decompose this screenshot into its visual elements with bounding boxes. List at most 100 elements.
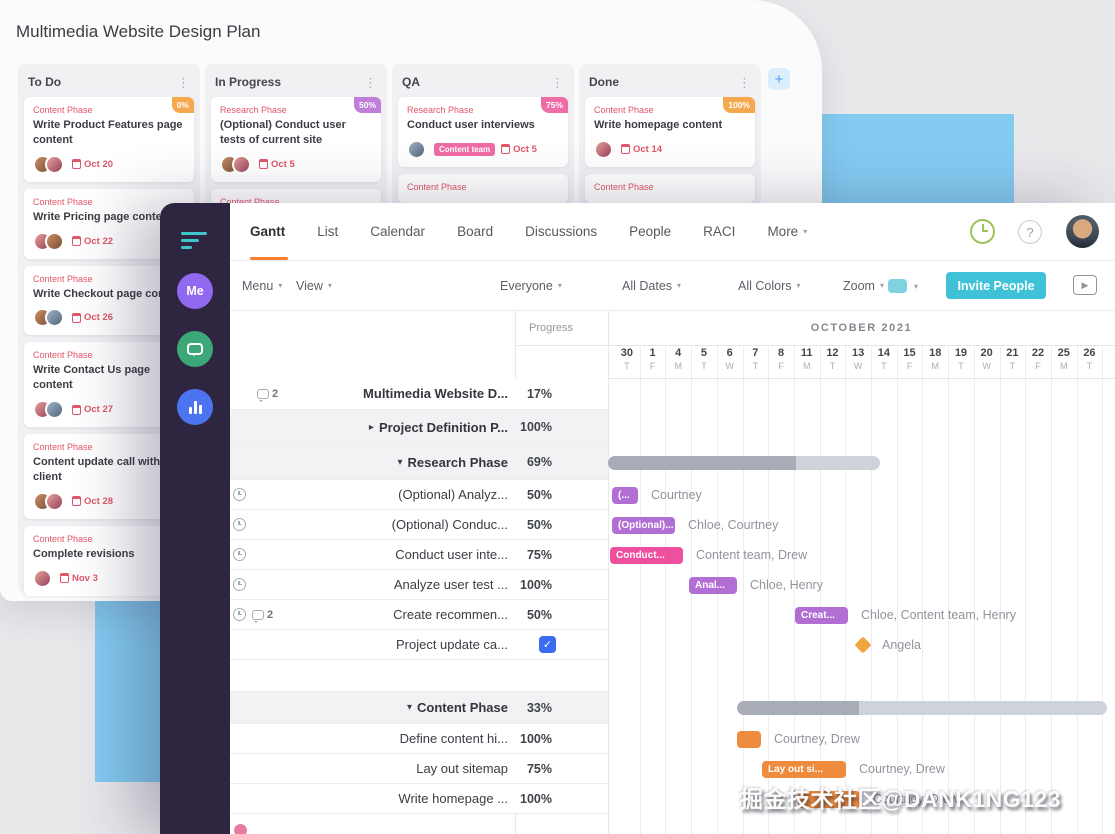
day-of-week: T: [701, 361, 707, 371]
kanban-card[interactable]: Content Phase Write Pricing page content O…: [24, 188, 194, 259]
assignee-names: Angela: [882, 638, 921, 652]
task-row[interactable]: Conduct user inte... 75%: [230, 540, 608, 570]
summary-bar[interactable]: [608, 455, 880, 470]
task-row[interactable]: ▸ Project Definition P... 100%: [230, 410, 608, 445]
expand-arrow-icon[interactable]: ▸: [368, 421, 374, 433]
help-icon[interactable]: [1018, 220, 1042, 244]
column-header: QA: [392, 66, 574, 97]
tab-discussions[interactable]: Discussions: [525, 224, 598, 239]
expand-arrow-icon[interactable]: ▾: [397, 456, 403, 468]
card-due-date: Oct 5: [259, 159, 295, 170]
tab-gantt[interactable]: Gantt: [250, 203, 289, 260]
kanban-card[interactable]: Content Phase: [585, 173, 755, 203]
task-row[interactable]: 2 Multimedia Website D... 17%: [230, 378, 608, 410]
kanban-card[interactable]: 75% Research Phase Conduct user interviews…: [398, 97, 568, 167]
chat-icon: [187, 343, 203, 356]
column-menu-icon[interactable]: [738, 76, 751, 89]
task-row[interactable]: Project update ca...: [230, 630, 608, 660]
expand-arrow-icon[interactable]: ▾: [406, 702, 412, 713]
card-category: Content Phase: [220, 196, 280, 207]
task-bar[interactable]: (Optional)...: [612, 516, 675, 534]
day-number: 13: [852, 347, 865, 359]
clock-icon: [233, 488, 246, 501]
gridline: [948, 345, 950, 834]
dates-filter-label: All Dates: [622, 278, 673, 293]
task-progress: 75%: [526, 761, 552, 776]
dates-filter-dropdown[interactable]: All Dates: [622, 261, 681, 310]
column-title: In Progress: [215, 75, 282, 89]
day-header: 22 F: [1025, 347, 1051, 371]
kanban-card[interactable]: 0% Content Phase Write Product Features pa…: [24, 97, 194, 182]
time-tracking-icon[interactable]: [970, 219, 995, 244]
task-bar[interactable]: Lay out si...: [762, 760, 846, 778]
tab-board[interactable]: Board: [457, 224, 494, 239]
avatar: [232, 154, 251, 174]
task-row[interactable]: (Optional) Analyz... 50%: [230, 480, 608, 510]
tab-raci[interactable]: RACI: [703, 224, 736, 239]
task-bar[interactable]: Anal...: [689, 576, 737, 594]
day-of-week: F: [906, 361, 913, 371]
people-filter-dropdown[interactable]: Everyone: [500, 261, 562, 310]
day-of-week: T: [1086, 361, 1093, 371]
task-row[interactable]: ▾ Research Phase 69%: [230, 445, 608, 480]
view-dropdown[interactable]: View: [296, 261, 332, 310]
card-due-date: Nov 3: [60, 573, 98, 584]
menu-icon[interactable]: [181, 232, 207, 253]
card-title: Conduct user interviews: [407, 119, 535, 131]
day-of-week: W: [982, 361, 991, 371]
task-row[interactable]: Lay out sitemap 75%: [230, 754, 608, 784]
tab-calendar[interactable]: Calendar: [370, 224, 426, 239]
toolbar: Menu View Everyone All Dates All Colors …: [230, 261, 1115, 311]
assignee-names: Courtney, Drew: [859, 762, 945, 776]
zoom-dropdown[interactable]: Zoom: [843, 261, 884, 310]
day-header: 21 T: [1000, 347, 1026, 371]
task-row[interactable]: Analyze user test ... 100%: [230, 570, 608, 600]
checkbox-checked[interactable]: [539, 636, 556, 653]
task-bar[interactable]: (...: [612, 486, 638, 504]
task-row[interactable]: ▾ Content Phase 33%: [230, 692, 608, 724]
task-row[interactable]: Write homepage ... 100%: [230, 784, 608, 814]
tab-list[interactable]: List: [317, 224, 339, 239]
gridline: [896, 345, 898, 834]
column-menu-icon[interactable]: [177, 76, 190, 89]
task-bar[interactable]: Creat...: [795, 606, 848, 624]
colors-filter-dropdown[interactable]: All Colors: [738, 261, 801, 310]
me-avatar-button[interactable]: Me: [177, 273, 213, 309]
menu-dropdown[interactable]: Menu: [242, 261, 282, 310]
kanban-card[interactable]: 50% Research Phase (Optional) Conduct user…: [211, 97, 381, 182]
column-menu-icon[interactable]: [364, 76, 377, 89]
card-footer: Oct 26: [33, 308, 185, 328]
zoom-toggle[interactable]: [888, 279, 907, 293]
task-bar[interactable]: [737, 730, 761, 748]
milestone-diamond[interactable]: [854, 636, 872, 654]
charts-button[interactable]: [177, 389, 213, 425]
summary-bar[interactable]: [737, 701, 1107, 715]
tab-people[interactable]: People: [629, 224, 672, 239]
menu-dropdown-label: Menu: [242, 278, 274, 293]
kanban-card[interactable]: Content Phase: [398, 173, 568, 203]
task-row[interactable]: (Optional) Conduc... 50%: [230, 510, 608, 540]
day-header: 20 W: [974, 347, 1000, 371]
gridline: [665, 345, 667, 834]
task-bar[interactable]: [798, 790, 860, 808]
tab-more[interactable]: More: [767, 203, 807, 260]
task-bar[interactable]: Conduct...: [610, 546, 683, 564]
day-of-week: T: [752, 361, 759, 371]
add-column-button[interactable]: +: [768, 68, 790, 90]
chat-button[interactable]: [177, 331, 213, 367]
avatar: [407, 139, 426, 159]
calendar-icon: [259, 159, 268, 170]
card-category: Content Phase: [594, 105, 654, 115]
card-title: Complete revisions: [33, 547, 135, 560]
card-avatars: [33, 400, 64, 420]
video-tutorial-icon[interactable]: [1073, 275, 1097, 295]
user-avatar[interactable]: [1066, 215, 1099, 248]
task-progress: 75%: [526, 547, 552, 562]
zoom-dropdown-label: Zoom: [843, 278, 875, 293]
task-row[interactable]: Define content hi... 100%: [230, 724, 608, 754]
column-menu-icon[interactable]: [551, 76, 564, 89]
kanban-card[interactable]: 100% Content Phase Write homepage content O…: [585, 97, 755, 167]
task-row[interactable]: 2 Create recommen... 50%: [230, 600, 608, 630]
invite-people-button[interactable]: Invite People: [946, 272, 1046, 299]
